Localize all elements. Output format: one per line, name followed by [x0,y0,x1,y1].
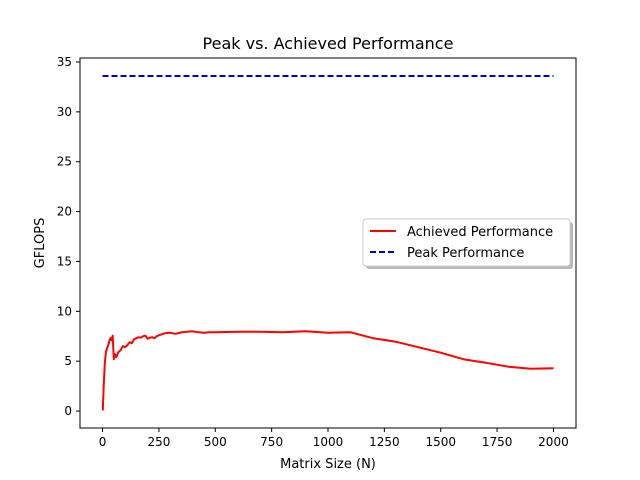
x-tick-label: 250 [147,435,170,449]
plot-area: 0 250 500 750 1000 1250 1500 1750 2000 0 5 10 15 20 2… [57,55,577,449]
chart-title: Peak vs. Achieved Performance [203,34,454,53]
y-axis: 0 5 10 15 20 25 30 35 [57,55,80,418]
y-tick-label: 25 [57,155,72,169]
y-tick-label: 35 [57,55,72,69]
x-tick-label: 500 [204,435,227,449]
legend-label-peak: Peak Performance [407,246,524,261]
y-tick-label: 0 [64,404,72,418]
x-axis-label: Matrix Size (N) [280,457,376,472]
y-tick-label: 15 [57,254,72,268]
series-line-achieved [101,330,554,411]
x-tick-label: 2000 [538,435,569,449]
legend: Achieved Performance Peak Performance [362,218,573,269]
legend-label-achieved: Achieved Performance [407,225,553,240]
x-axis: 0 250 500 750 1000 1250 1500 1750 2000 [99,428,569,449]
y-axis-label: GFLOPS [33,218,48,269]
y-tick-label: 5 [64,354,72,368]
legend-box [362,218,571,267]
x-tick-label: 1000 [313,435,344,449]
x-tick-label: 1500 [425,435,456,449]
x-tick-label: 0 [99,435,107,449]
x-tick-label: 1750 [482,435,513,449]
x-tick-label: 1250 [369,435,400,449]
x-tick-label: 750 [260,435,283,449]
y-tick-label: 20 [57,205,72,219]
y-tick-label: 30 [57,105,72,119]
y-tick-label: 10 [57,304,72,318]
